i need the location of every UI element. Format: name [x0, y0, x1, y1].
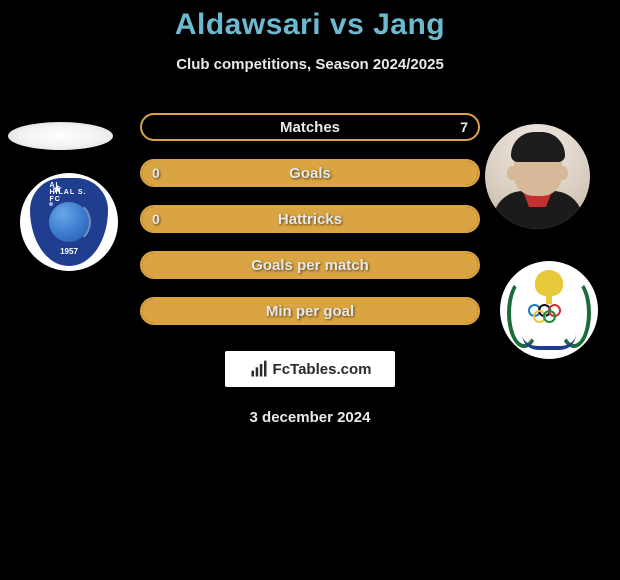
chart-icon: [249, 359, 269, 379]
stat-row-gpm: Goals per match: [140, 251, 480, 279]
brand-badge[interactable]: FcTables.com: [225, 351, 395, 387]
stat-label: Min per goal: [266, 303, 354, 320]
stat-left-value: 0: [152, 165, 160, 181]
page-title: Aldawsari vs Jang: [0, 8, 620, 42]
stat-right-value: 7: [460, 119, 468, 135]
stat-label: Matches: [280, 119, 340, 136]
stats-list: Matches 7 0 Goals 0 Hattricks Goals per …: [140, 113, 480, 325]
stat-row-goals: 0 Goals: [140, 159, 480, 187]
stat-label: Goals: [289, 165, 331, 182]
player-left-avatar: [8, 122, 113, 150]
stat-row-mpg: Min per goal: [140, 297, 480, 325]
brand-label: FcTables.com: [273, 361, 372, 378]
stat-label: Hattricks: [278, 211, 342, 228]
club-left-year: 1957: [60, 247, 78, 256]
club-left-badge: AL HILAL S. FC 1957: [20, 173, 118, 271]
stat-row-matches: Matches 7: [140, 113, 480, 141]
stat-left-value: 0: [152, 211, 160, 227]
stat-row-hattricks: 0 Hattricks: [140, 205, 480, 233]
subtitle: Club competitions, Season 2024/2025: [0, 56, 620, 73]
club-right-badge: [500, 261, 598, 359]
stat-label: Goals per match: [251, 257, 369, 274]
date-label: 3 december 2024: [0, 409, 620, 426]
player-right-avatar: [485, 124, 590, 229]
